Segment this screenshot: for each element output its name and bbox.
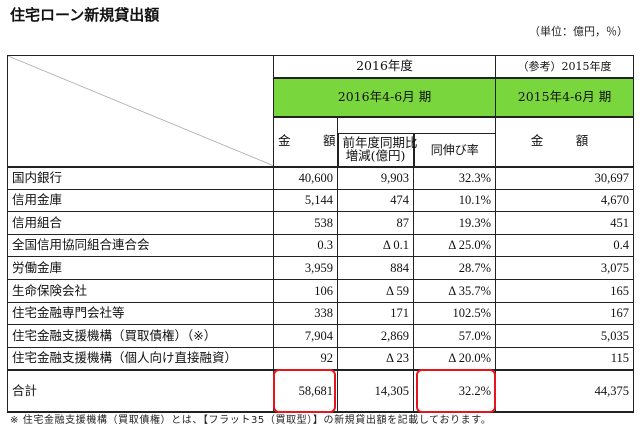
change-cell: 474 — [337, 188, 414, 213]
total-label: 合計 — [7, 369, 274, 413]
row-label: 住宅金融支援機構（買取債権）（※） — [7, 324, 274, 348]
table-row: 国内銀行 40,600 9,903 32.3% 30,697 — [7, 166, 634, 190]
rate-cell: 19.3% — [413, 211, 496, 235]
amount-cell: 338 — [273, 301, 338, 326]
rate-cell: 32.3% — [413, 166, 496, 190]
amount2015-header: 金 額 — [495, 116, 634, 168]
row-label: 全国信用協同組合連合会 — [7, 233, 274, 258]
amount-cell: 0.3 — [273, 233, 338, 258]
change-cell: Δ 23 — [337, 346, 414, 371]
change-cell: 171 — [337, 301, 414, 326]
row-label: 生命保険会社 — [7, 278, 274, 303]
fy2015-header: （参考）2015年度 — [495, 55, 634, 78]
amount2015-cell: 30,697 — [495, 166, 634, 190]
amount2015-cell: 167 — [495, 301, 634, 326]
table-row: 住宅金融支援機構（個人向け直接融資） 92 Δ 23 Δ 20.0% 115 — [7, 346, 634, 371]
table-row: 労働金庫 3,959 884 28.7% 3,075 — [7, 256, 634, 280]
rate-cell: Δ 25.0% — [413, 233, 496, 258]
total-row: 合計 58,681 14,305 32.2% 44,375 — [7, 368, 634, 413]
change-cell: 2,869 — [337, 324, 414, 348]
rate-cell: Δ 20.0% — [413, 346, 496, 371]
rate-cell: 57.0% — [413, 324, 496, 348]
page-title: 住宅ローン新規貸出額 — [10, 6, 160, 24]
amount-cell: 5,144 — [273, 188, 338, 213]
row-label: 労働金庫 — [7, 256, 274, 280]
amount-cell: 538 — [273, 211, 338, 235]
yoy-change-header: 前年度同期比 増減(億円) — [336, 133, 418, 168]
unit-note: （単位：億円，％） — [529, 25, 628, 38]
amount2015-cell: 3,075 — [495, 256, 634, 280]
row-label: 国内銀行 — [7, 166, 274, 190]
rate-cell: Δ 35.7% — [413, 278, 496, 303]
amount2015-cell: 165 — [495, 278, 634, 303]
amount2015-cell: 115 — [495, 346, 634, 371]
row-label: 住宅金融支援機構（個人向け直接融資） — [7, 346, 274, 371]
table-row: 信用金庫 5,144 474 10.1% 4,670 — [7, 188, 634, 213]
amount2015-cell: 451 — [495, 211, 634, 235]
total-rate: 32.2% — [458, 383, 491, 398]
change-cell: 9,903 — [337, 166, 414, 190]
amount2015-cell: 4,670 — [495, 188, 634, 213]
rate-cell: 10.1% — [413, 188, 496, 213]
footnote: ※ 住宅金融支援機構（買取債権）とは、【フラット35（買取型）】の新規貸出額を記… — [10, 415, 492, 426]
table-row: 住宅金融支援機構（買取債権）（※） 7,904 2,869 57.0% 5,03… — [7, 324, 634, 348]
yoy-change-header-line2: 増減(億円) — [345, 147, 406, 163]
table-row: 生命保険会社 106 Δ 59 Δ 35.7% 165 — [7, 278, 634, 303]
rate-cell: 102.5% — [413, 301, 496, 326]
row-label: 信用組合 — [7, 211, 274, 235]
loan-table: 2016年度 （参考）2015年度 2016年4-6月 期 2015年4-6月 … — [7, 55, 634, 413]
amount-cell: 40,600 — [273, 166, 338, 190]
amount-cell: 7,904 — [273, 324, 338, 348]
amount2016-header: 金 額 — [273, 116, 338, 168]
total-change-cell: 14,305 — [337, 369, 414, 413]
amount-cell: 92 — [273, 346, 338, 371]
blank-header-cell — [337, 116, 496, 134]
table-row: 住宅金融専門会社等 338 171 102.5% 167 — [7, 301, 634, 326]
change-cell: 884 — [337, 256, 414, 280]
row-label: 住宅金融専門会社等 — [7, 301, 274, 326]
total-amount: 58,681 — [298, 383, 333, 398]
change-cell: Δ 0.1 — [337, 233, 414, 258]
rate-cell: 28.7% — [413, 256, 496, 280]
table-row: 全国信用協同組合連合会 0.3 Δ 0.1 Δ 25.0% 0.4 — [7, 233, 634, 258]
total-rate-cell: 32.2% — [413, 368, 496, 413]
diagonal-header-cell — [7, 55, 274, 168]
amount2015-cell: 0.4 — [495, 233, 634, 258]
total-amount2015-cell: 44,375 — [495, 369, 634, 413]
amount-cell: 106 — [273, 278, 338, 303]
row-label: 信用金庫 — [7, 188, 274, 213]
amount2015-cell: 5,035 — [495, 324, 634, 348]
fy2016-header: 2016年度 — [273, 55, 496, 78]
total-amount-cell: 58,681 — [273, 368, 338, 413]
change-cell: Δ 59 — [337, 278, 414, 303]
period2015-header: 2015年4-6月 期 — [495, 76, 634, 118]
amount-cell: 3,959 — [273, 256, 338, 280]
change-cell: 87 — [337, 211, 414, 235]
period2016-header: 2016年4-6月 期 — [273, 76, 496, 118]
table-row: 信用組合 538 87 19.3% 451 — [7, 211, 634, 235]
growth-rate-header: 同伸び率 — [413, 133, 496, 168]
yoy-change-header-line1: 前年度同期比 — [342, 135, 418, 151]
